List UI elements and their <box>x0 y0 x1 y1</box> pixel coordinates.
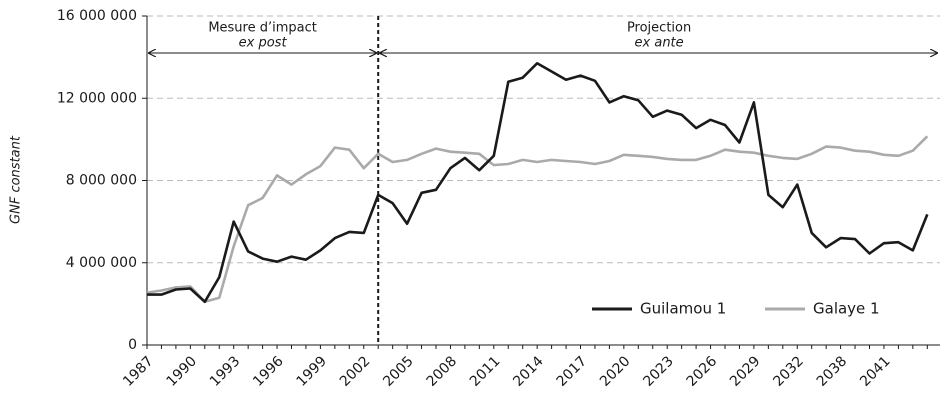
x-tick-label: 1999 <box>294 353 331 390</box>
y-tick-label: 8 000 000 <box>66 173 137 189</box>
y-tick-label: 12 000 000 <box>57 90 137 106</box>
x-tick-label: 2020 <box>597 353 634 390</box>
y-tick-label: 4 000 000 <box>66 255 137 271</box>
legend-label: Galaye 1 <box>813 300 880 318</box>
y-axis-label: GNF constant <box>9 135 24 224</box>
series-line <box>147 62 929 304</box>
x-tick-label: 2011 <box>467 353 504 390</box>
x-tick-label: 2014 <box>510 353 547 390</box>
annotation: Projection <box>627 21 691 36</box>
x-tick-label: 2041 <box>857 353 894 390</box>
x-tick-label: 1996 <box>250 353 287 390</box>
x-tick-label: 2029 <box>727 353 764 390</box>
x-tick-label: 1990 <box>163 353 200 390</box>
x-tick-label: 1987 <box>120 353 157 390</box>
legend-label: Guilamou 1 <box>640 300 726 318</box>
x-tick-label: 2026 <box>684 353 721 390</box>
x-tick-label: 1993 <box>207 353 244 390</box>
annotation: ex ante <box>635 36 684 51</box>
x-tick-label: 2008 <box>424 353 461 390</box>
x-tick-label: 2017 <box>554 353 591 390</box>
x-tick-label: 2032 <box>770 353 807 390</box>
annotation: ex post <box>239 36 288 51</box>
series-line <box>146 135 929 304</box>
y-tick-label: 0 <box>128 337 137 353</box>
y-tick-label: 16 000 000 <box>57 8 137 24</box>
annotation: Mesure d’impact <box>208 21 317 36</box>
x-tick-label: 2023 <box>640 353 677 390</box>
x-tick-label: 2005 <box>380 353 417 390</box>
x-tick-label: 2002 <box>337 353 374 390</box>
x-tick-label: 2038 <box>814 353 851 390</box>
